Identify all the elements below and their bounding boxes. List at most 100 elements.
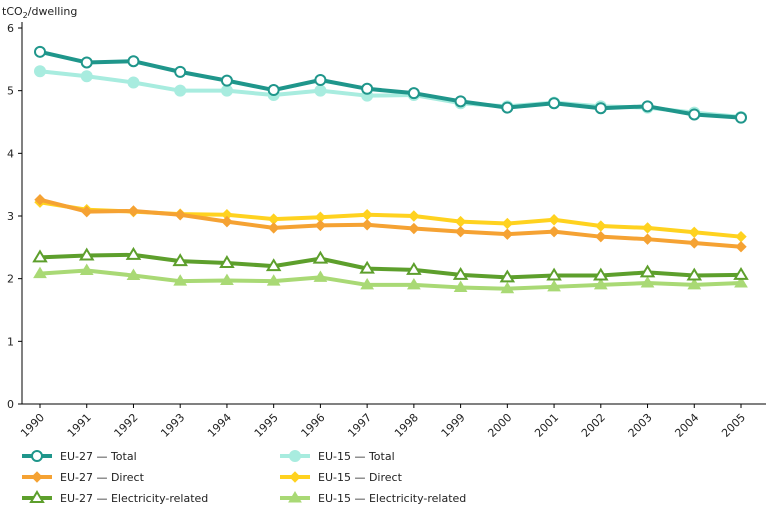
y-tick-label: 0 — [7, 398, 14, 411]
x-tick-label: 1996 — [299, 411, 328, 440]
data-point-eu-27-total — [454, 95, 467, 108]
data-point-eu-15-direct — [454, 215, 467, 228]
data-point-eu-27-electricity-related — [452, 266, 469, 280]
data-point-eu-15-total — [80, 70, 93, 83]
data-point-eu-15-total — [34, 65, 46, 78]
y-tick-label: 1 — [7, 335, 14, 348]
data-point-eu-15-direct — [595, 220, 607, 232]
series-line-eu-27-direct — [39, 197, 742, 249]
x-tick-label: 2000 — [485, 411, 514, 440]
data-point-eu-27-total — [688, 108, 701, 121]
x-tick-label: 2001 — [532, 411, 561, 440]
data-point-eu-27-electricity-related — [78, 247, 95, 261]
series-line-eu-15-total — [39, 69, 742, 119]
data-point-eu-15-total — [220, 84, 233, 97]
series-line-eu-15-electricity-related — [39, 268, 742, 291]
data-point-eu-15-electricity-related — [266, 274, 281, 286]
data-point-eu-15-electricity-related — [220, 273, 234, 286]
data-point-eu-27-direct — [221, 215, 233, 228]
axes: 0 1 2 3 4 5 6 1990 1991 1992 1993 1994 1995 1996 1997 1… — [7, 22, 766, 440]
data-point-eu-27-total — [594, 102, 607, 115]
data-point-eu-27-total — [548, 97, 561, 110]
legend-label-eu-15-direct: EU-15 — Direct — [318, 471, 403, 484]
data-point-eu-15-electricity-related — [173, 274, 188, 286]
data-point-eu-15-electricity-related — [453, 280, 468, 292]
data-point-eu-15-direct — [501, 217, 514, 230]
data-point-eu-27-direct — [127, 205, 140, 217]
data-point-eu-15-total — [174, 84, 187, 97]
x-tick-label: 2003 — [626, 411, 655, 440]
y-tick-label: 5 — [7, 85, 14, 98]
data-point-eu-27-total — [735, 111, 747, 124]
data-point-eu-15-direct — [408, 210, 420, 222]
x-tick-label: 1992 — [112, 411, 141, 440]
data-point-eu-27-electricity-related — [359, 260, 375, 274]
data-point-eu-27-direct — [548, 225, 560, 238]
data-point-eu-27-electricity-related — [125, 246, 142, 260]
series-line-eu-27-total — [39, 49, 742, 120]
data-point-eu-15-total — [314, 84, 327, 97]
y-tick-label: 6 — [7, 22, 14, 35]
data-point-eu-27-direct — [641, 233, 654, 245]
data-point-eu-27-electricity-related — [686, 267, 703, 281]
legend: EU-27 — Total EU-15 — Total EU-27 — Direct… — [22, 450, 466, 505]
data-point-eu-27-direct — [81, 205, 93, 218]
data-point-eu-15-electricity-related — [126, 268, 141, 281]
data-point-eu-15-electricity-related — [547, 279, 561, 292]
data-point-eu-15-electricity-related — [500, 281, 515, 294]
data-point-eu-15-electricity-related — [406, 277, 421, 290]
legend-label-eu-15-total: EU-15 — Total — [318, 450, 395, 463]
series-line-eu-15-direct — [39, 200, 742, 239]
data-point-eu-27-total — [267, 84, 280, 97]
data-point-eu-27-total — [641, 100, 654, 113]
data-point-eu-27-direct — [361, 219, 373, 231]
legend-marker-eu-27-electricity-related — [29, 490, 45, 503]
data-point-eu-27-total — [34, 45, 46, 58]
data-point-eu-15-direct — [735, 230, 747, 243]
data-point-eu-15-direct — [641, 222, 654, 234]
data-point-eu-15-direct — [548, 214, 560, 226]
data-point-eu-15-direct — [361, 209, 373, 221]
data-point-eu-27-direct — [267, 222, 280, 234]
data-point-eu-27-electricity-related — [499, 269, 516, 283]
data-point-eu-27-electricity-related — [265, 258, 282, 272]
y-tick-label: 3 — [7, 210, 14, 223]
data-point-eu-27-electricity-related — [639, 264, 656, 278]
data-point-eu-15-electricity-related — [734, 276, 748, 288]
data-point-eu-15-electricity-related — [687, 277, 702, 290]
legend-label-eu-15-electricity-related: EU-15 — Electricity-related — [318, 492, 466, 505]
data-point-eu-27-direct — [34, 193, 46, 206]
data-point-eu-27-electricity-related — [406, 261, 422, 275]
data-point-eu-27-electricity-related — [593, 267, 609, 281]
data-point-eu-27-direct — [595, 230, 607, 243]
data-point-eu-27-total — [174, 65, 187, 78]
data-point-eu-15-electricity-related — [79, 263, 94, 276]
data-point-eu-27-electricity-related — [733, 266, 749, 280]
x-tick-label: 1991 — [65, 411, 94, 440]
data-point-eu-15-electricity-related — [640, 276, 655, 288]
data-point-eu-15-electricity-related — [360, 277, 375, 290]
x-tick-label: 2002 — [579, 411, 608, 440]
data-point-eu-15-electricity-related — [313, 270, 328, 282]
data-point-eu-27-total — [220, 74, 233, 87]
legend-marker-eu-15-total — [289, 450, 301, 462]
x-tick-label: 1993 — [158, 411, 187, 440]
x-tick-label: 1998 — [392, 411, 421, 440]
data-point-eu-27-electricity-related — [312, 250, 329, 264]
data-point-eu-15-total — [127, 76, 140, 89]
data-point-eu-27-total — [314, 74, 327, 87]
data-point-eu-27-direct — [735, 240, 747, 253]
y-axis-title: tCO2/dwelling — [2, 5, 77, 20]
data-point-eu-27-direct — [408, 222, 420, 235]
data-point-eu-15-electricity-related — [593, 277, 608, 290]
series-layer — [32, 45, 749, 294]
data-point-eu-27-direct — [454, 225, 467, 238]
y-axis-title-subscript: 2 — [23, 11, 28, 20]
data-point-eu-27-electricity-related — [172, 253, 188, 267]
x-tick-label: 2004 — [672, 411, 701, 440]
x-tick-label: 1994 — [205, 411, 234, 440]
legend-label-eu-27-electricity-related: EU-27 — Electricity-related — [60, 492, 208, 505]
data-point-eu-27-electricity-related — [32, 249, 48, 263]
data-point-eu-27-direct — [314, 219, 327, 232]
